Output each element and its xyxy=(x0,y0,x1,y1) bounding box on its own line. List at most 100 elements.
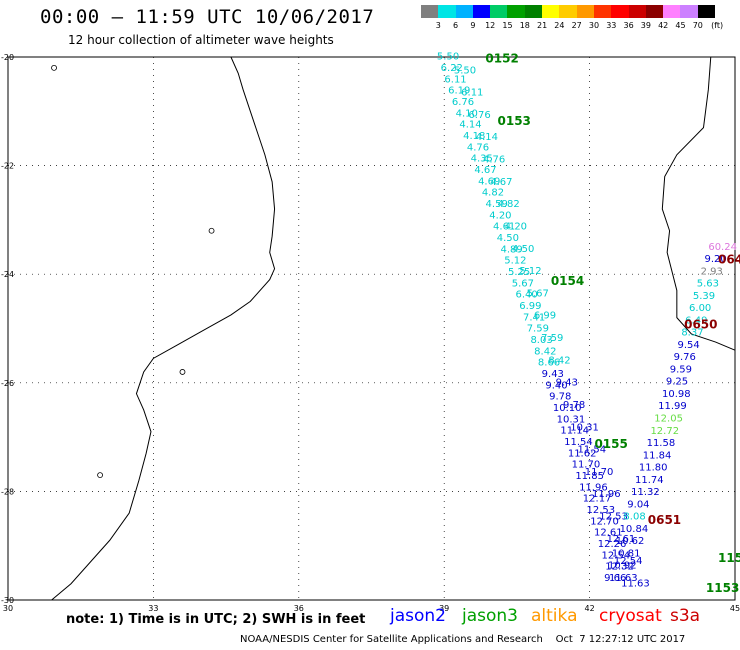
pass-id-label: 1153 xyxy=(706,581,739,595)
footer-credit: NOAA/NESDIS Center for Satellite Applica… xyxy=(240,634,686,645)
wave-height-label: 6.76 xyxy=(468,110,490,121)
wave-height-label: 6.99 xyxy=(534,311,556,322)
scale-tick-label: 12 xyxy=(485,21,496,30)
scale-swatch xyxy=(576,5,594,18)
wave-height-label: 6.22 xyxy=(441,63,463,74)
lon-tick-label: 30 xyxy=(3,604,13,613)
map-frame xyxy=(7,56,736,601)
wave-height-label: 2.93 xyxy=(701,266,723,277)
wave-height-label: 8.08 xyxy=(623,512,645,523)
scale-swatch xyxy=(507,5,525,18)
wave-height-label: 11.58 xyxy=(647,438,676,449)
wave-height-label: 4.59 xyxy=(486,199,508,210)
wave-height-label: 6.76 xyxy=(452,97,474,108)
wave-height-label: 10.31 xyxy=(557,414,586,425)
wave-height-label: 11.74 xyxy=(635,475,664,486)
wave-height-label: 4.50 xyxy=(512,244,534,255)
scale-tick-label: 18 xyxy=(519,21,530,30)
lake-outline xyxy=(208,227,215,234)
scale-tick-label: 45 xyxy=(675,21,686,30)
wave-height-label: 4.61 xyxy=(493,222,515,233)
lat-tick-label: -22 xyxy=(1,162,14,171)
wave-height-label: 6.19 xyxy=(448,86,470,97)
lon-tick-label: 36 xyxy=(294,604,304,613)
wave-height-label: 12.17 xyxy=(583,494,612,505)
wave-height-label: 5.50 xyxy=(454,65,476,76)
scale-swatch xyxy=(472,5,491,18)
wave-height-label: 10.31 xyxy=(570,422,599,433)
scale-swatch xyxy=(593,5,612,18)
wave-height-label: 9.78 xyxy=(563,400,585,411)
wave-height-label: 5.67 xyxy=(527,288,549,299)
wave-height-label: 12.72 xyxy=(650,426,679,437)
lat-tick-label: -20 xyxy=(1,53,14,62)
pass-id-label: 0153 xyxy=(498,114,531,128)
wave-height-label: 9.66 xyxy=(604,573,626,584)
wave-height-label: 6.11 xyxy=(444,74,466,85)
scale-tick-label: 70 xyxy=(692,21,703,30)
wave-height-label: 4.67 xyxy=(474,165,496,176)
lat-tick-label: -28 xyxy=(1,487,14,496)
scale-tick-label: 33 xyxy=(606,21,617,30)
lake-outline xyxy=(179,369,186,375)
wave-height-label: 12.61 xyxy=(594,528,623,539)
scale-tick-label: 9 xyxy=(470,21,476,30)
scale-swatch xyxy=(645,5,664,18)
wave-height-label: 9.43 xyxy=(542,369,564,380)
wave-height-label: 11.99 xyxy=(658,401,687,412)
wave-height-label: 4.82 xyxy=(498,199,520,210)
wave-height-label: 11.70 xyxy=(585,467,614,478)
scale-swatch xyxy=(559,5,577,18)
wave-height-label: 12.70 xyxy=(590,516,619,527)
wave-height-label: 11.63 xyxy=(621,578,650,589)
scale-swatch xyxy=(438,5,456,18)
wave-height-label: 11.96 xyxy=(592,489,621,500)
lat-tick-label: -30 xyxy=(1,596,14,605)
wave-height-label: 8.37 xyxy=(681,328,703,339)
wave-height-label: 7.59 xyxy=(527,324,549,335)
wave-height-label: 11.62 xyxy=(568,448,597,459)
coastline-africa xyxy=(51,56,276,601)
wave-height-label: 4.69 xyxy=(478,176,500,187)
lat-tick-label: -24 xyxy=(1,270,14,279)
wave-height-label: 11.32 xyxy=(631,487,660,498)
wave-height-label: 6.11 xyxy=(461,88,483,99)
wave-height-label: 4.35 xyxy=(471,154,493,165)
wave-height-label: 5.39 xyxy=(693,291,715,302)
wave-height-label: 12.32 xyxy=(605,562,634,573)
color-scale-legend: 3 6 9 12 15 18 21 24 27 30 33 36 39 42 45 70 (ft) xyxy=(421,5,723,30)
scale-tick-label: 30 xyxy=(588,21,600,30)
wave-height-label: 4.76 xyxy=(467,142,489,153)
pass-id-label: 064 xyxy=(718,252,740,266)
note-text: note: 1) Time is in UTC; 2) SWH is in fe… xyxy=(66,612,366,627)
satellite-name-s3a: s3a xyxy=(670,606,701,626)
wave-height-label: 4.14 xyxy=(459,120,481,131)
color-swatches xyxy=(421,5,716,24)
scale-tick-label: 39 xyxy=(640,21,651,30)
wave-height-label: 11.84 xyxy=(643,450,672,461)
wave-height-label: 6.40 xyxy=(515,290,537,301)
pass-id-label: 1154 xyxy=(718,551,740,565)
wave-height-label: 9.20 xyxy=(704,254,726,265)
lon-tick-label: 33 xyxy=(148,604,158,613)
wave-height-label: 12.54 xyxy=(614,556,643,567)
wave-height-label: 4.18 xyxy=(463,131,485,142)
wave-height-label: 10.10 xyxy=(553,403,582,414)
wave-height-label: 4.89 xyxy=(501,244,523,255)
wave-height-label: 6.49 xyxy=(685,315,707,326)
wave-height-label: 9.54 xyxy=(677,340,699,351)
wave-height-label: 5.63 xyxy=(697,279,719,290)
scale-swatch xyxy=(542,5,560,18)
wave-height-label: 4.67 xyxy=(490,177,512,188)
wave-height-label: 11.80 xyxy=(639,463,668,474)
wave-height-label: 9.25 xyxy=(666,377,688,388)
lon-tick-label: 45 xyxy=(730,604,740,613)
wave-height-label: 8.42 xyxy=(548,355,570,366)
scale-swatch xyxy=(455,5,473,18)
satellite-name-jason3: jason3 xyxy=(462,606,518,626)
wave-height-label: 8.03 xyxy=(530,335,552,346)
wave-height-label: 4.50 xyxy=(497,233,519,244)
scale-tick-label: 21 xyxy=(537,21,548,30)
wave-height-label: 6.99 xyxy=(519,301,541,312)
